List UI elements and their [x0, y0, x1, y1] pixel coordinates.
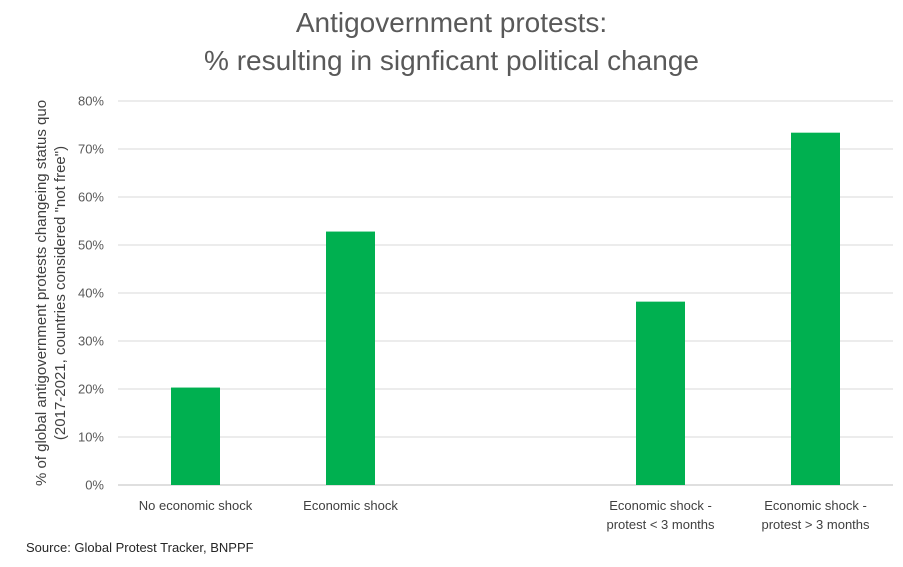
y-tick-label: 0% [85, 478, 104, 493]
chart-title-line-1: Antigovernment protests: [295, 7, 608, 38]
y-tick-label: 80% [78, 94, 104, 109]
x-category-label: Economic shock [303, 498, 398, 513]
source-note: Source: Global Protest Tracker, BNPPF [26, 540, 254, 555]
x-category-label: Economic shock - [609, 498, 712, 513]
y-axis-label: % of global antigovernment protests chan… [33, 100, 50, 486]
y-tick-label: 70% [78, 142, 104, 157]
x-category-label: No economic shock [139, 498, 253, 513]
bar [171, 387, 220, 485]
y-tick-label: 60% [78, 190, 104, 205]
y-tick-label: 50% [78, 238, 104, 253]
chart-title: Antigovernment protests: % resulting in … [0, 4, 903, 80]
x-category-label: protest > 3 months [761, 517, 870, 532]
x-category-label: protest < 3 months [606, 517, 715, 532]
x-category-label: Economic shock - [764, 498, 867, 513]
y-tick-label: 40% [78, 286, 104, 301]
bar [791, 132, 840, 485]
y-tick-label: 30% [78, 334, 104, 349]
y-axis-label: (2017-2021, countries considered "not fr… [52, 146, 69, 440]
y-tick-label: 20% [78, 382, 104, 397]
chart-title-line-2: % resulting in signficant political chan… [204, 45, 699, 76]
bar [636, 301, 685, 485]
bar [326, 231, 375, 485]
y-tick-label: 10% [78, 430, 104, 445]
